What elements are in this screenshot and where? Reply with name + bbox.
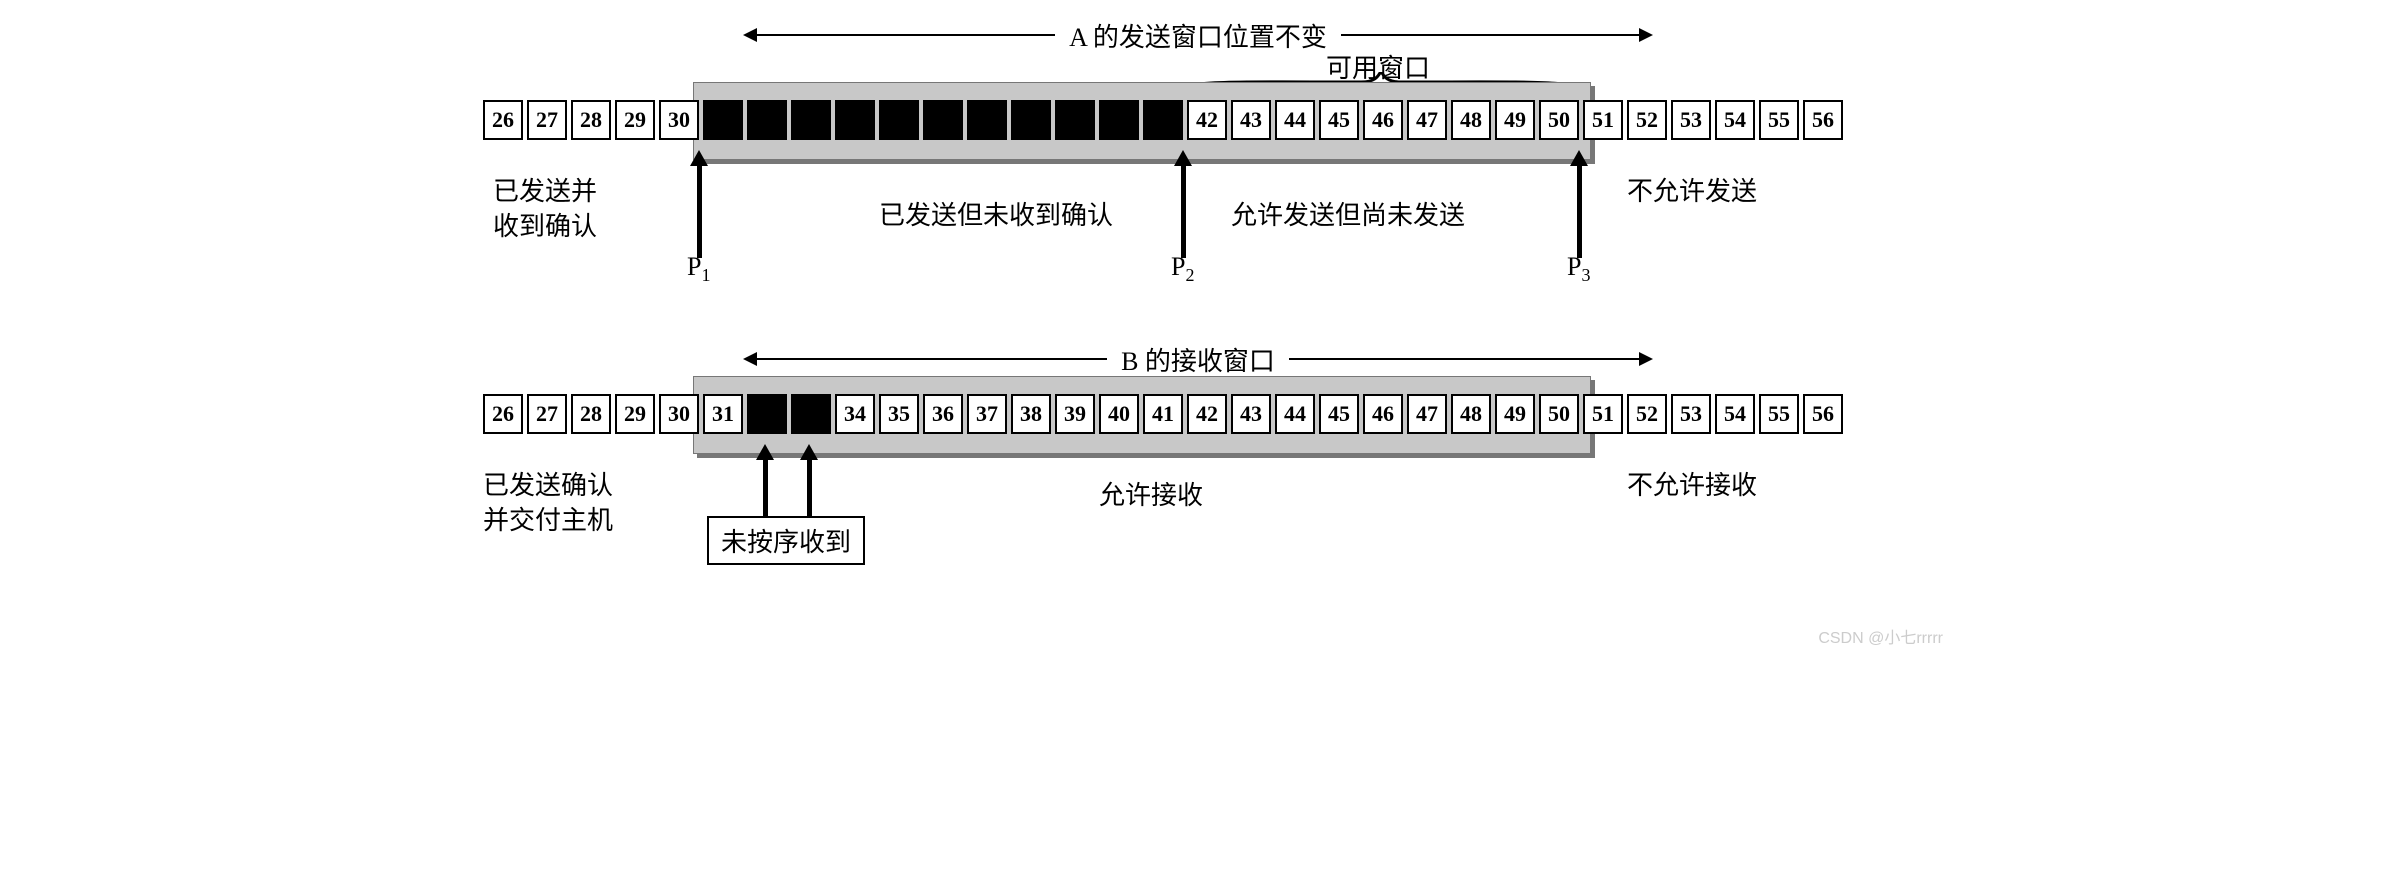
sequence-cell: 47 [1407, 394, 1447, 434]
sequence-cell [791, 394, 831, 434]
a-below-labels: 已发送并收到确认 P1 P2 P3 已发送但未收到确认 允许发送但尚未发送 不允许发送 [483, 174, 1903, 334]
sequence-cell: 39 [1055, 394, 1095, 434]
pointer-label: P1 [687, 252, 710, 286]
sequence-cell: 29 [615, 100, 655, 140]
sequence-cell: 41 [1143, 394, 1183, 434]
sequence-cell: 26 [483, 100, 523, 140]
sequence-cell: 43 [1231, 394, 1271, 434]
a-title-line: A 的发送窗口位置不变 [743, 20, 1653, 50]
sequence-cell: 27 [527, 100, 567, 140]
sequence-cell [1143, 100, 1183, 140]
sequence-cell: 44 [1275, 394, 1315, 434]
sequence-cell [923, 100, 963, 140]
sequence-cell: 47 [1407, 100, 1447, 140]
sequence-cell: 44 [1275, 100, 1315, 140]
sequence-cell [791, 100, 831, 140]
watermark-text: CSDN @小七rrrrr [1818, 624, 1943, 648]
b-row-wrap: 262728293031 3435363738394041424344454647… [483, 388, 1903, 468]
sequence-cell: 45 [1319, 100, 1359, 140]
sequence-cell: 48 [1451, 394, 1491, 434]
sequence-cell: 28 [571, 394, 611, 434]
sequence-cell: 38 [1011, 394, 1051, 434]
tcp-window-diagram: A 的发送窗口位置不变 可用窗口 26272829304243444546474… [483, 20, 1903, 618]
sequence-cell: 51 [1583, 394, 1623, 434]
b-label-allowed-recv: 允许接收 [1099, 478, 1203, 513]
sequence-cell: 30 [659, 394, 699, 434]
pointer-label: P2 [1171, 252, 1194, 286]
arrow-right-icon [1639, 352, 1653, 366]
sequence-cell: 49 [1495, 100, 1535, 140]
sequence-cell: 29 [615, 394, 655, 434]
sequence-cell: 42 [1187, 394, 1227, 434]
sequence-cell: 30 [659, 100, 699, 140]
sequence-cell: 54 [1715, 100, 1755, 140]
pointer-arrow-icon [689, 150, 709, 258]
pointer-arrow-icon [1569, 150, 1589, 258]
sequence-cell: 46 [1363, 100, 1403, 140]
arrow-left-icon [743, 352, 757, 366]
sequence-cell: 55 [1759, 100, 1799, 140]
sequence-cell: 51 [1583, 100, 1623, 140]
sequence-cell: 26 [483, 394, 523, 434]
arrow-left-icon [743, 28, 757, 42]
a-label-not-allowed: 不允许发送 [1627, 174, 1757, 209]
pointer-label: P3 [1567, 252, 1590, 286]
sequence-cell: 56 [1803, 394, 1843, 434]
sequence-cell: 54 [1715, 394, 1755, 434]
sequence-cell: 36 [923, 394, 963, 434]
a-title: A 的发送窗口位置不变 [1055, 17, 1341, 54]
sequence-cell [1099, 100, 1139, 140]
sequence-cell: 53 [1671, 100, 1711, 140]
sequence-cell: 53 [1671, 394, 1711, 434]
small-pointer-arrow-icon [755, 444, 775, 520]
small-pointer-arrow-icon [799, 444, 819, 520]
sequence-cell: 27 [527, 394, 567, 434]
sequence-cell: 48 [1451, 100, 1491, 140]
sequence-cell [879, 100, 919, 140]
sequence-cell [747, 394, 787, 434]
sequence-cell [1011, 100, 1051, 140]
sequence-cell: 52 [1627, 394, 1667, 434]
b-title: B 的接收窗口 [1107, 341, 1289, 378]
sequence-cell: 28 [571, 100, 611, 140]
a-sequence-row: 2627282930 424344454647484950515253545556 [483, 94, 1903, 140]
sequence-cell: 49 [1495, 394, 1535, 434]
b-label-not-allowed: 不允许接收 [1627, 468, 1757, 503]
sequence-cell: 56 [1803, 100, 1843, 140]
sequence-cell: 37 [967, 394, 1007, 434]
sequence-cell: 43 [1231, 100, 1271, 140]
sequence-cell: 55 [1759, 394, 1799, 434]
b-label-out-of-order: 未按序收到 [707, 516, 865, 565]
b-below-labels: 已发送确认并交付主机未按序收到 允许接收 不允许接收 [483, 468, 1903, 618]
sequence-cell: 40 [1099, 394, 1139, 434]
b-sequence-row: 262728293031 3435363738394041424344454647… [483, 388, 1903, 434]
sequence-cell: 52 [1627, 100, 1667, 140]
sequence-cell [703, 100, 743, 140]
b-label-delivered: 已发送确认并交付主机 [483, 468, 613, 538]
sequence-cell [967, 100, 1007, 140]
sequence-cell [747, 100, 787, 140]
sequence-cell: 45 [1319, 394, 1359, 434]
sequence-cell: 50 [1539, 100, 1579, 140]
a-label-sent-acked: 已发送并收到确认 [493, 174, 597, 244]
sequence-cell [1055, 100, 1095, 140]
arrow-right-icon [1639, 28, 1653, 42]
sequence-cell [835, 100, 875, 140]
sequence-cell: 46 [1363, 394, 1403, 434]
b-title-line: B 的接收窗口 [743, 344, 1653, 374]
sequence-cell: 31 [703, 394, 743, 434]
pointer-arrow-icon [1173, 150, 1193, 258]
sequence-cell: 34 [835, 394, 875, 434]
a-label-allowed-unsent: 允许发送但尚未发送 [1231, 198, 1465, 233]
sequence-cell: 35 [879, 394, 919, 434]
sequence-cell: 42 [1187, 100, 1227, 140]
a-label-sent-unacked: 已发送但未收到确认 [879, 198, 1113, 233]
sequence-cell: 50 [1539, 394, 1579, 434]
